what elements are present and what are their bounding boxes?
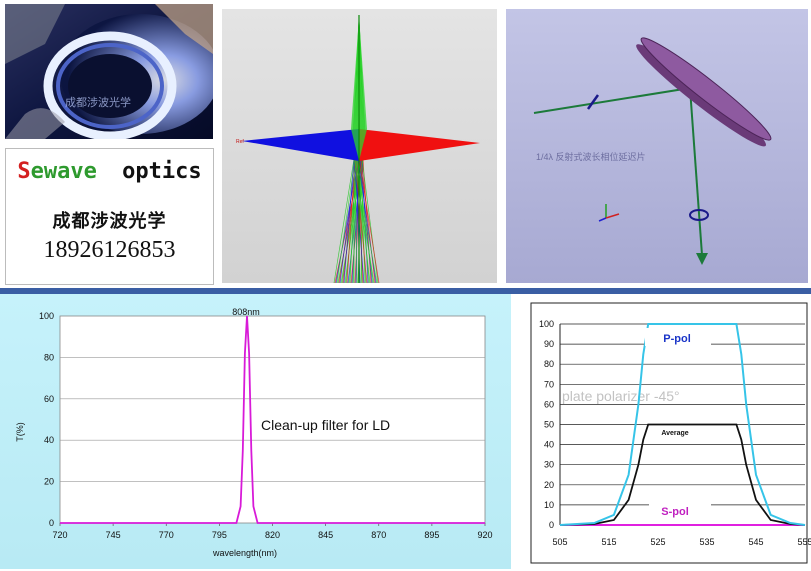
x-tick-label: 795 (212, 530, 227, 540)
y-tick-label: 20 (544, 480, 554, 490)
x-tick-label: 535 (699, 537, 714, 547)
y-tick-label: 30 (544, 460, 554, 470)
y-tick-label: 60 (544, 399, 554, 409)
y-tick-label: 20 (44, 477, 54, 487)
photo-watermark: 成都涉波光学 (65, 95, 131, 109)
x-tick-label: 745 (106, 530, 121, 540)
average-label: Average (661, 430, 688, 437)
x-tick-label: 555 (797, 537, 811, 547)
spol-label: S-pol (661, 506, 689, 518)
x-tick-label: 525 (650, 537, 665, 547)
svg-text:Ref: Ref (236, 139, 244, 145)
plot-area (59, 315, 486, 524)
y-tick-label: 0 (549, 520, 554, 530)
x-tick-label: 515 (601, 537, 616, 547)
x-axis-label: wavelength(nm) (212, 548, 277, 558)
brand-letter: e (83, 159, 97, 184)
peak-label: 808nm (232, 307, 260, 317)
brand-letter: e (30, 159, 44, 184)
x-tick-label: 920 (477, 530, 492, 540)
ray-trace-view: Ref (222, 9, 497, 283)
y-tick-label: 50 (544, 420, 554, 430)
y-tick-label: 60 (44, 394, 54, 404)
y-tick-label: 70 (544, 379, 554, 389)
red-wavefront (359, 129, 480, 161)
brand-chinese-name: 成都涉波光学 (52, 211, 167, 232)
waveplate-caption: 1/4λ 反射式波长相位延迟片 (536, 151, 646, 162)
brand-letter: a (57, 159, 71, 184)
brand-letter: w (43, 159, 58, 184)
y-tick-label: 80 (44, 352, 54, 362)
x-tick-label: 505 (552, 537, 567, 547)
filter-chart-svg: 0 20 40 60 80 100 720 745 770 795 820 845 870 895 920… (0, 294, 511, 569)
x-tick-label: 845 (318, 530, 333, 540)
x-tick-label: 720 (52, 530, 67, 540)
y-tick-label: 80 (544, 359, 554, 369)
brand-optics: optics (122, 159, 202, 184)
brand-card: Sewave optics 成都涉波光学 18926126853 (5, 148, 214, 285)
product-photo: 成都涉波光学 (5, 4, 213, 139)
y-tick-label: 10 (544, 500, 554, 510)
y-tick-label: 90 (544, 339, 554, 349)
transmission-curve (60, 315, 485, 524)
ring-photo-image: 成都涉波光学 (5, 4, 213, 139)
waveplate-3d-view: 1/4λ 反射式波长相位延迟片 (506, 9, 808, 283)
y-tick-label: 40 (544, 440, 554, 450)
brand-letter: S (17, 159, 31, 184)
filter-chart: 0 20 40 60 80 100 720 745 770 795 820 845 870 895 920… (0, 294, 511, 569)
ppol-label: P-pol (663, 333, 691, 345)
chart2-watermark: plate polarizer -45° (562, 388, 680, 404)
average-curve (559, 423, 806, 526)
brand-title: Sewave optics (6, 159, 213, 184)
section-divider (0, 288, 811, 294)
brand-letter: v (70, 159, 84, 184)
x-tick-label: 770 (159, 530, 174, 540)
y-tick-label: 0 (49, 518, 54, 528)
chart1-annotation: Clean-up filter for LD (261, 417, 390, 433)
y-tick-label: 100 (539, 319, 554, 329)
brand-logo-letters: Sewave (17, 159, 97, 184)
reflected-beam (689, 87, 703, 256)
blue-wavefront (242, 129, 359, 161)
x-tick-label: 895 (424, 530, 439, 540)
incident-beam (533, 87, 691, 114)
polarizer-chart: 0 10 20 30 40 50 60 70 80 90 100 505 515 525 535 545 55… (527, 299, 811, 567)
x-tick-label: 870 (371, 530, 386, 540)
waveplate-disc (636, 37, 772, 147)
y-axis-label: T(%) (15, 422, 25, 442)
brand-phone: 18926126853 (43, 237, 176, 263)
polarizer-chart-svg: 0 10 20 30 40 50 60 70 80 90 100 505 515 525 535 545 55… (530, 302, 811, 564)
waveplate-image: 1/4λ 反射式波长相位延迟片 (533, 37, 772, 265)
y-tick-label: 100 (39, 311, 54, 321)
ray-trace-image: Ref (236, 15, 480, 283)
x-tick-label: 820 (265, 530, 280, 540)
ppol-curve (559, 323, 806, 526)
x-tick-label: 545 (748, 537, 763, 547)
y-tick-label: 40 (44, 435, 54, 445)
